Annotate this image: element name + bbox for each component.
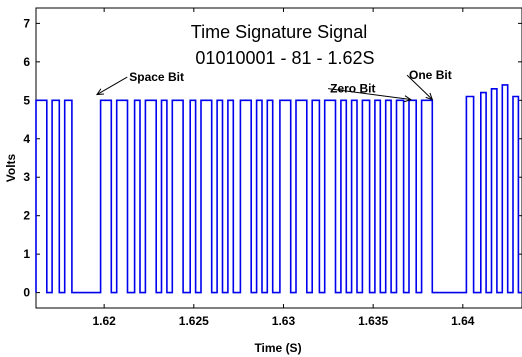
annotation-label: Zero Bit — [330, 82, 375, 96]
y-tick-label: 0 — [23, 286, 30, 300]
chart-title: Time Signature Signal — [191, 22, 367, 42]
x-axis-label: Time (S) — [254, 341, 301, 355]
x-tick-label: 1.64 — [451, 314, 475, 328]
signal-line — [35, 84, 522, 294]
x-tick-label: 1.63 — [272, 314, 296, 328]
annotation-arrow — [328, 88, 411, 101]
annotation-arrowhead — [425, 92, 434, 101]
y-tick-label: 6 — [23, 55, 30, 69]
y-tick-label: 4 — [23, 132, 30, 146]
annotation-arrow — [96, 76, 128, 95]
x-tick-label: 1.625 — [179, 314, 209, 328]
annotation-arrow — [406, 74, 433, 100]
annotations: Space Bit Zero Bit One Bit — [95, 68, 452, 103]
y-axis-label: Volts — [4, 153, 18, 182]
annotation-label: Space Bit — [129, 70, 184, 84]
x-axis: 1.62 1.625 1.63 1.635 1.64 — [92, 8, 475, 328]
chart-subtitle: 01010001 - 81 - 1.62S — [195, 48, 374, 68]
annotation-arrowhead — [95, 88, 104, 96]
y-tick-label: 2 — [23, 209, 30, 223]
x-tick-label: 1.635 — [358, 314, 388, 328]
x-tick-label: 1.62 — [92, 314, 116, 328]
y-tick-label: 1 — [23, 247, 30, 261]
annotation-arrowhead — [404, 95, 412, 103]
y-tick-label: 7 — [23, 16, 30, 30]
annotation-label: One Bit — [409, 68, 452, 82]
y-tick-label: 5 — [23, 93, 30, 107]
y-tick-label: 3 — [23, 170, 30, 184]
